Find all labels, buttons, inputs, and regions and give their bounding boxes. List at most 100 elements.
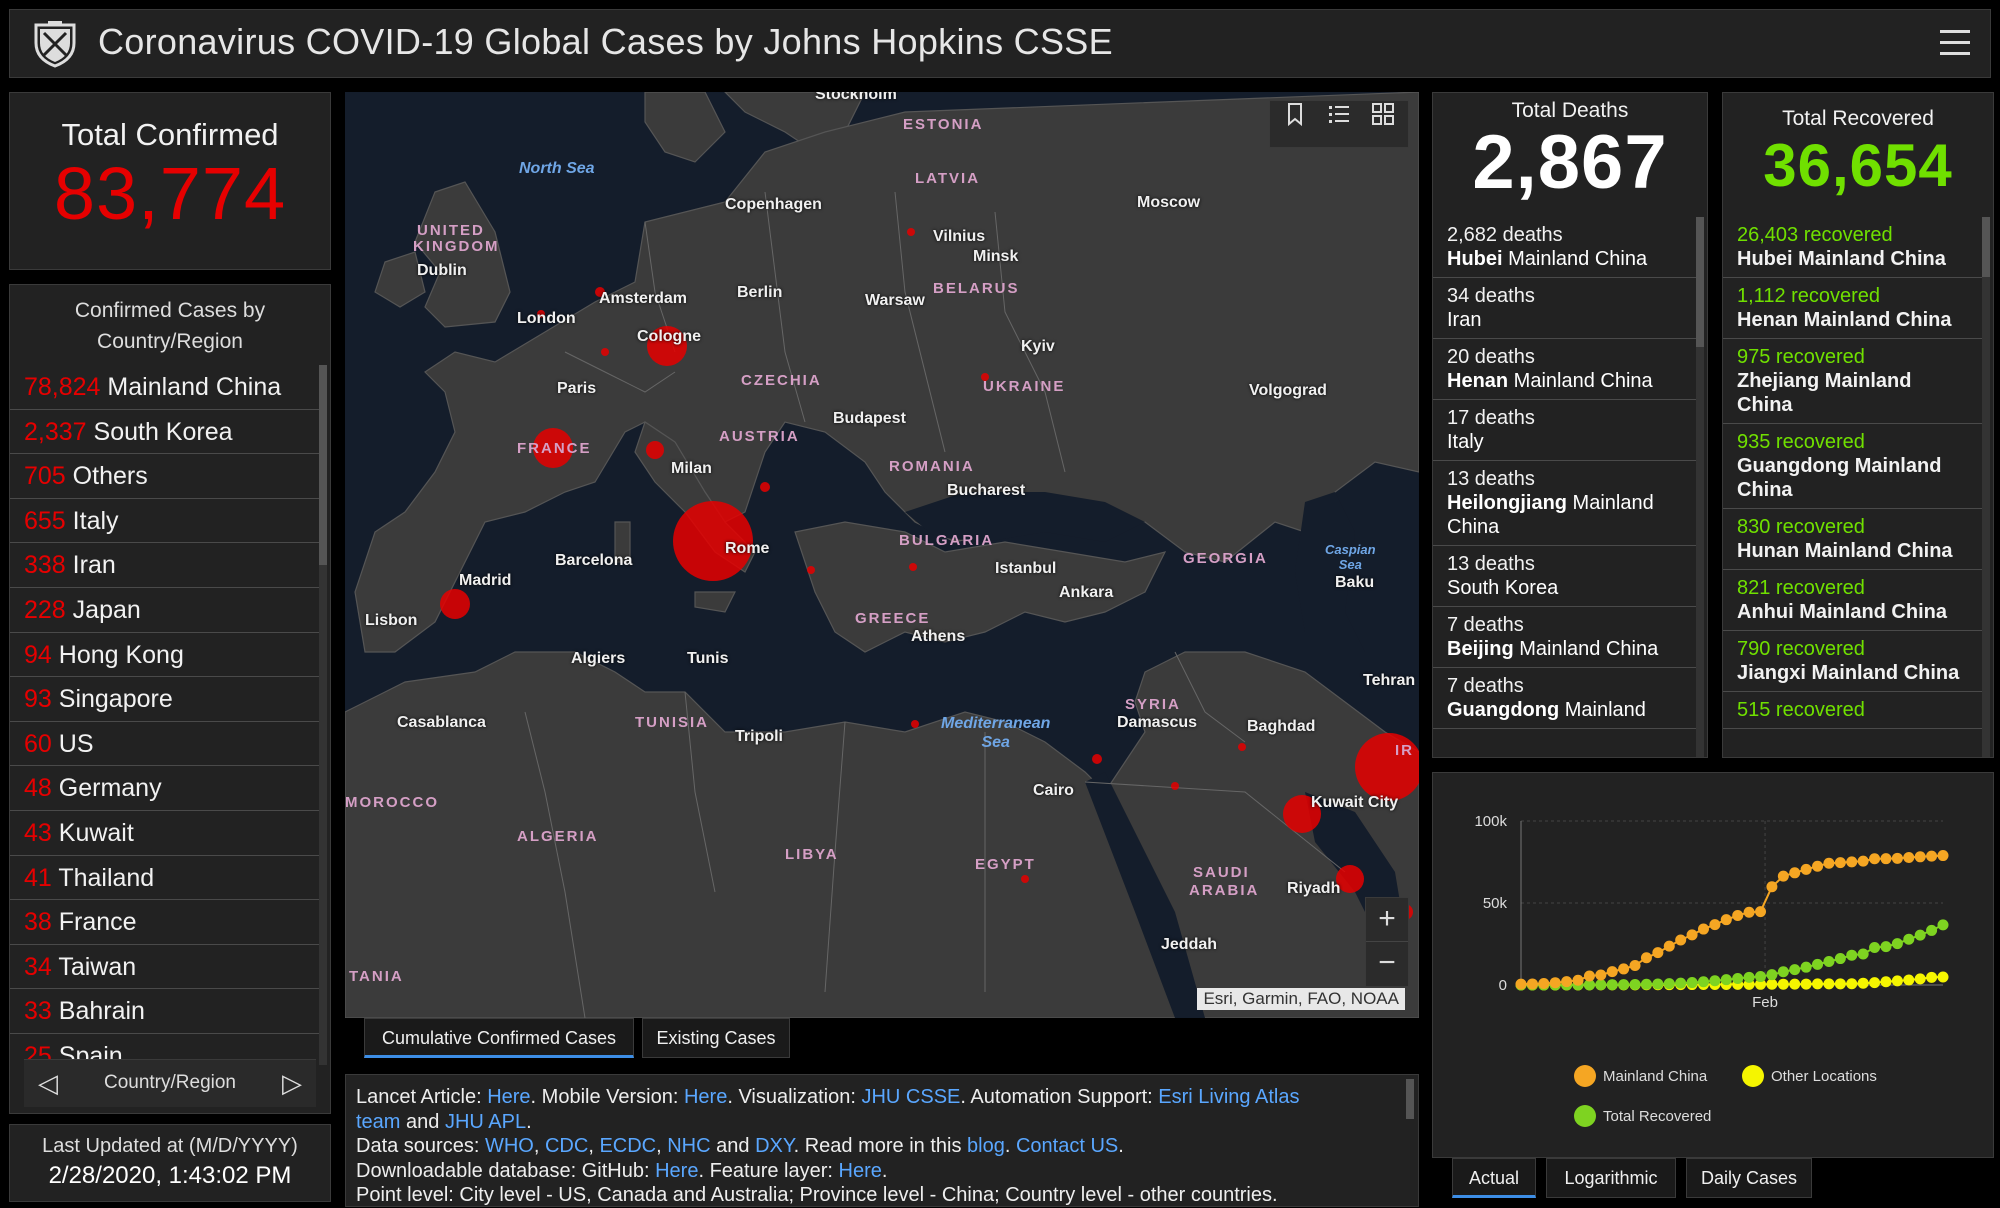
link-mobile-here[interactable]: Here [683, 1086, 728, 1108]
chevron-right-icon[interactable]: ▷ [282, 1068, 302, 1098]
link-cdc[interactable]: CDC [544, 1135, 589, 1157]
country-list-item[interactable]: 78,824 Mainland China [10, 365, 320, 410]
country-list-item[interactable]: 338 Iran [10, 543, 320, 588]
basemap-gallery-icon[interactable] [1370, 101, 1396, 127]
link-contact-us[interactable]: Contact US [1015, 1135, 1119, 1157]
country-name: Taiwan [58, 952, 137, 981]
header-bar: Coronavirus COVID-19 Global Cases by Joh… [9, 9, 1991, 78]
chart-point-mainland [1914, 851, 1926, 863]
link-jhu-apl[interactable]: JHU APL [444, 1110, 527, 1133]
recovered-list-item[interactable]: 935 recovered Guangdong Mainland China [1723, 424, 1983, 509]
link-github-here[interactable]: Here [655, 1159, 699, 1182]
country-list-item[interactable]: 60 US [10, 722, 320, 767]
recovered-list-item[interactable]: 790 recovered Jiangxi Mainland China [1723, 631, 1983, 692]
link-lancet-here[interactable]: Here [487, 1086, 531, 1108]
chart-point-mainland [1618, 963, 1630, 975]
link-jhu-csse[interactable]: JHU CSSE [861, 1086, 961, 1108]
recovered-count: 515 recovered [1737, 699, 1865, 721]
deaths-list-item[interactable]: 13 deaths Heilongjiang Mainland China [1433, 461, 1697, 546]
country-list-item[interactable]: 38 France [10, 900, 320, 945]
recovered-region: Guangdong Mainland China [1737, 455, 1942, 501]
chart-point-other [1777, 978, 1789, 990]
tab-chart-actual[interactable]: Actual [1452, 1158, 1536, 1198]
link-esri-living-atlas[interactable]: Esri Living Atlas [1158, 1086, 1300, 1108]
country-list-item[interactable]: 34 Taiwan [10, 945, 320, 990]
country-list-item[interactable]: 33 Bahrain [10, 989, 320, 1034]
link-feature-layer-here[interactable]: Here [838, 1159, 882, 1182]
deaths-region: Italy [1447, 430, 1683, 454]
tab-existing-cases[interactable]: Existing Cases [642, 1018, 790, 1058]
info-text-visualization: . Visualization: [727, 1086, 862, 1108]
tab-cumulative-confirmed[interactable]: Cumulative Confirmed Cases [364, 1018, 634, 1058]
deaths-region: Guangdong Mainland [1447, 698, 1683, 722]
country-list-item[interactable]: 93 Singapore [10, 677, 320, 722]
chart-legend-label-other: Other Locations [1771, 1068, 1877, 1085]
tab-chart-logarithmic[interactable]: Logarithmic [1546, 1158, 1676, 1198]
recovered-count: 975 recovered [1737, 346, 1865, 368]
total-recovered-value: 36,654 [1763, 132, 1953, 199]
deaths-list-item[interactable]: 34 deaths Iran [1433, 278, 1697, 339]
tab-chart-daily-cases[interactable]: Daily Cases [1686, 1158, 1812, 1198]
recovered-list-item[interactable]: 821 recovered Anhui Mainland China [1723, 570, 1983, 631]
info-scrollbar[interactable] [1406, 1079, 1414, 1119]
link-dxy[interactable]: DXY [755, 1135, 794, 1157]
recovered-list-item[interactable]: 975 recovered Zhejiang Mainland China [1723, 339, 1983, 424]
link-blog[interactable]: blog [967, 1135, 1005, 1157]
link-ecdc[interactable]: ECDC [599, 1135, 657, 1157]
country-list-item[interactable]: 48 Germany [10, 766, 320, 811]
chevron-left-icon[interactable]: ◁ [38, 1068, 58, 1098]
zoom-out-button[interactable]: − [1378, 946, 1396, 979]
chart-point-recovered [1926, 924, 1938, 936]
bookmark-icon[interactable] [1282, 101, 1308, 127]
map-label-athens: Athens [911, 628, 966, 645]
recovered-list-scrollbar[interactable] [1982, 217, 1990, 757]
country-list-item[interactable]: 94 Hong Kong [10, 633, 320, 678]
chart-point-recovered [1663, 978, 1675, 990]
country-list-item[interactable]: 228 Japan [10, 588, 320, 633]
chart-point-recovered [1652, 978, 1664, 990]
link-esri-team[interactable]: team [356, 1110, 401, 1133]
deaths-list-item[interactable]: 7 deaths Beijing Mainland China [1433, 607, 1697, 668]
link-who[interactable]: WHO [484, 1135, 534, 1157]
deaths-list-item[interactable]: 13 deaths South Korea [1433, 546, 1697, 607]
map-country-tunisia: TUNISIA [635, 714, 709, 731]
link-nhc[interactable]: NHC [667, 1135, 711, 1157]
chart-point-other [1766, 978, 1778, 990]
map-label-kuwait-city: Kuwait City [1311, 794, 1399, 811]
recovered-list-item[interactable]: 515 recovered [1723, 692, 1983, 729]
hamburger-menu-icon[interactable] [1940, 30, 1970, 56]
zoom-in-button[interactable]: + [1366, 898, 1408, 942]
cases-chart-panel: 100k 50k 0 Feb Mainland China Other Locations… [1432, 772, 1994, 1158]
deaths-list-scrollbar[interactable] [1696, 217, 1704, 757]
country-list-item[interactable]: 705 Others [10, 454, 320, 499]
chart-point-recovered [1618, 979, 1630, 991]
deaths-region-province: Hubei [1447, 248, 1503, 270]
map-label-minsk: Minsk [973, 248, 1019, 265]
world-map[interactable]: Stockholm Copenhagen Dublin London Amste… [345, 92, 1419, 1018]
country-case-count: 705 [24, 462, 66, 491]
map-label-rome: Rome [725, 540, 770, 557]
country-list-item[interactable]: 2,337 South Korea [10, 410, 320, 455]
deaths-list-item[interactable]: 7 deaths Guangdong Mainland [1433, 668, 1697, 729]
deaths-list-item[interactable]: 20 deaths Henan Mainland China [1433, 339, 1697, 400]
map-attribution[interactable]: Esri, Garmin, FAO, NOAA [1197, 988, 1405, 1010]
map-country-uk-2: KINGDOM [413, 238, 500, 255]
deaths-region-country: Mainland China [1508, 370, 1653, 392]
country-list-scrollbar[interactable] [319, 365, 327, 1065]
recovered-list-item[interactable]: 26,403 recovered Hubei Mainland China [1723, 217, 1983, 278]
recovered-list-item[interactable]: 830 recovered Hunan Mainland China [1723, 509, 1983, 570]
country-case-count: 94 [24, 640, 52, 669]
recovered-list-item[interactable]: 1,112 recovered Henan Mainland China [1723, 278, 1983, 339]
map-country-uk-1: UNITED [417, 222, 485, 239]
deaths-list-item[interactable]: 2,682 deaths Hubei Mainland China [1433, 217, 1697, 278]
cases-chart[interactable]: 100k 50k 0 Feb Mainland China Other Locations… [1433, 773, 1995, 1159]
total-confirmed-panel: Total Confirmed 83,774 [9, 92, 331, 270]
deaths-region-country: South Korea [1447, 577, 1559, 599]
map-label-stockholm: Stockholm [815, 92, 897, 103]
info-text-and-2: and [710, 1135, 756, 1157]
deaths-list-item[interactable]: 17 deaths Italy [1433, 400, 1697, 461]
country-list-item[interactable]: 41 Thailand [10, 856, 320, 901]
country-list-item[interactable]: 43 Kuwait [10, 811, 320, 856]
country-list-item[interactable]: 655 Italy [10, 499, 320, 544]
list-icon[interactable] [1326, 101, 1352, 127]
